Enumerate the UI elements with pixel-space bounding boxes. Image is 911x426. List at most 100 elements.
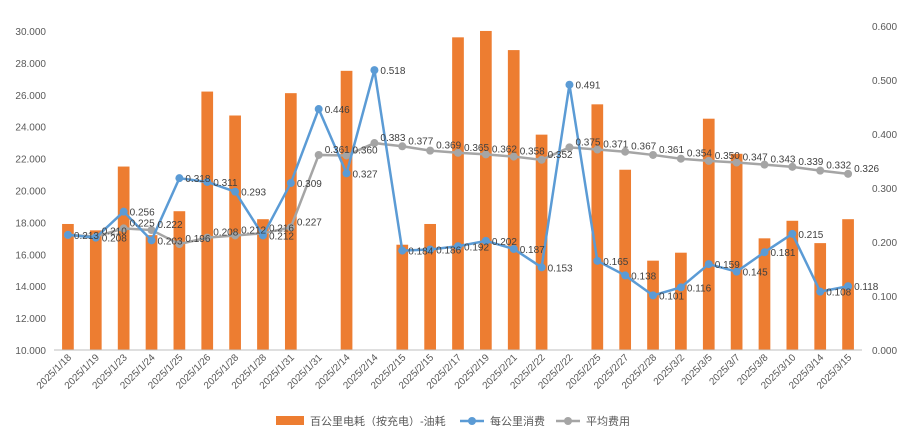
left-tick-label: 18.000 bbox=[15, 218, 46, 229]
average-cost-point bbox=[788, 162, 797, 171]
bar bbox=[117, 166, 130, 350]
average-cost-label: 0.350 bbox=[715, 151, 740, 162]
left-tick-label: 16.000 bbox=[15, 250, 46, 261]
average-cost-point bbox=[621, 147, 630, 156]
bar bbox=[89, 230, 102, 350]
cost-per-km-label: 0.184 bbox=[408, 247, 433, 258]
cost-per-km-point bbox=[621, 271, 630, 280]
average-cost-label: 0.216 bbox=[269, 223, 294, 234]
average-cost-label: 0.371 bbox=[603, 140, 628, 151]
average-cost-point bbox=[314, 150, 323, 159]
average-cost-point bbox=[565, 143, 574, 152]
cost-per-km-label: 0.208 bbox=[102, 234, 127, 245]
average-cost-label: 0.362 bbox=[492, 144, 517, 155]
average-cost-point bbox=[398, 142, 407, 151]
average-cost-point bbox=[537, 155, 546, 164]
average-cost-point bbox=[593, 145, 602, 154]
cost-per-km-point bbox=[788, 229, 797, 238]
average-cost-point bbox=[704, 156, 713, 165]
cost-per-km-label: 0.145 bbox=[743, 268, 768, 279]
left-tick-label: 28.000 bbox=[15, 59, 46, 70]
left-tick-label: 14.000 bbox=[15, 282, 46, 293]
cost-per-km-point bbox=[704, 260, 713, 269]
cost-per-km-point bbox=[203, 177, 212, 186]
cost-per-km-label: 0.518 bbox=[380, 66, 405, 77]
cost-per-km-label: 0.118 bbox=[854, 282, 879, 293]
cost-per-km-label: 0.203 bbox=[158, 236, 183, 247]
average-cost-point bbox=[676, 154, 685, 163]
average-cost-label: 0.367 bbox=[631, 142, 656, 153]
average-cost-label: 0.208 bbox=[213, 228, 238, 239]
bar bbox=[591, 104, 604, 350]
average-cost-label: 0.360 bbox=[353, 145, 378, 156]
cost-per-km-label: 0.181 bbox=[770, 248, 795, 259]
bar bbox=[145, 235, 158, 350]
cost-per-km-label: 0.186 bbox=[436, 246, 461, 257]
bar bbox=[173, 211, 186, 350]
cost-per-km-point bbox=[760, 248, 769, 257]
average-cost-point bbox=[147, 226, 156, 235]
bar bbox=[647, 260, 659, 350]
left-tick-label: 12.000 bbox=[15, 314, 46, 325]
bar bbox=[758, 238, 771, 350]
cost-per-km-point bbox=[398, 246, 407, 255]
cost-per-km-label: 0.327 bbox=[353, 169, 378, 180]
right-tick-label: 0.100 bbox=[872, 292, 897, 303]
right-tick-label: 0.600 bbox=[872, 22, 897, 33]
cost-per-km-point bbox=[509, 244, 518, 253]
cost-per-km-label: 0.213 bbox=[74, 231, 99, 242]
average-cost-label: 0.377 bbox=[408, 136, 433, 147]
legend-swatch-bar bbox=[276, 416, 304, 425]
cost-per-km-point bbox=[370, 66, 379, 75]
average-cost-point bbox=[649, 150, 658, 159]
cost-per-km-point bbox=[286, 179, 295, 188]
bar bbox=[340, 70, 353, 350]
cost-per-km-label: 0.293 bbox=[241, 188, 266, 199]
average-cost-label: 0.358 bbox=[520, 147, 545, 158]
average-cost-point bbox=[342, 151, 351, 160]
average-cost-label: 0.222 bbox=[158, 220, 183, 231]
left-tick-label: 30.000 bbox=[15, 27, 46, 38]
bar bbox=[535, 134, 548, 350]
average-cost-point bbox=[231, 231, 240, 240]
cost-per-km-point bbox=[426, 245, 435, 254]
average-cost-label: 0.375 bbox=[575, 137, 600, 148]
average-cost-point bbox=[175, 240, 184, 249]
cost-per-km-point bbox=[147, 236, 156, 245]
cost-per-km-point bbox=[593, 256, 602, 265]
left-y-axis: 10.000 12.000 14.000 16.000 18.000 20.000 22.0… bbox=[15, 27, 46, 357]
right-tick-label: 0.300 bbox=[872, 184, 897, 195]
bar bbox=[201, 91, 214, 351]
bar bbox=[284, 93, 297, 351]
left-tick-label: 24.000 bbox=[15, 123, 46, 134]
average-cost-label: 0.227 bbox=[297, 217, 322, 228]
right-y-axis: 0.000 0.100 0.200 0.300 0.400 0.500 0.600 bbox=[872, 22, 897, 357]
average-cost-label: 0.343 bbox=[770, 155, 795, 166]
cost-per-km-label: 0.212 bbox=[269, 231, 294, 242]
cost-per-km-label: 0.108 bbox=[826, 288, 851, 299]
cost-per-km-label: 0.101 bbox=[659, 291, 684, 302]
legend-swatch-marker bbox=[468, 417, 476, 425]
average-cost-point bbox=[119, 224, 128, 233]
cost-per-km-label: 0.491 bbox=[575, 81, 600, 92]
average-cost-label: 0.354 bbox=[687, 149, 712, 160]
bar bbox=[786, 220, 799, 350]
average-cost-point bbox=[760, 160, 769, 169]
cost-per-km-label: 0.153 bbox=[548, 263, 573, 274]
average-cost-label: 0.210 bbox=[102, 227, 127, 238]
cost-per-km-label: 0.165 bbox=[603, 257, 628, 268]
average-cost-label: 0.326 bbox=[854, 164, 879, 175]
average-cost-label: 0.352 bbox=[548, 150, 573, 161]
cost-per-km-point bbox=[481, 236, 490, 245]
average-cost-point bbox=[844, 169, 853, 178]
cost-per-km-label: 0.256 bbox=[130, 208, 155, 219]
cost-per-km-point bbox=[565, 80, 574, 89]
line-series bbox=[63, 66, 853, 300]
bar bbox=[814, 243, 827, 350]
bar bbox=[675, 252, 687, 350]
cost-per-km-point bbox=[732, 267, 741, 276]
cost-per-km-label: 0.446 bbox=[325, 105, 350, 116]
cost-per-km-point bbox=[314, 105, 323, 114]
cost-per-km-label: 0.309 bbox=[297, 179, 322, 190]
